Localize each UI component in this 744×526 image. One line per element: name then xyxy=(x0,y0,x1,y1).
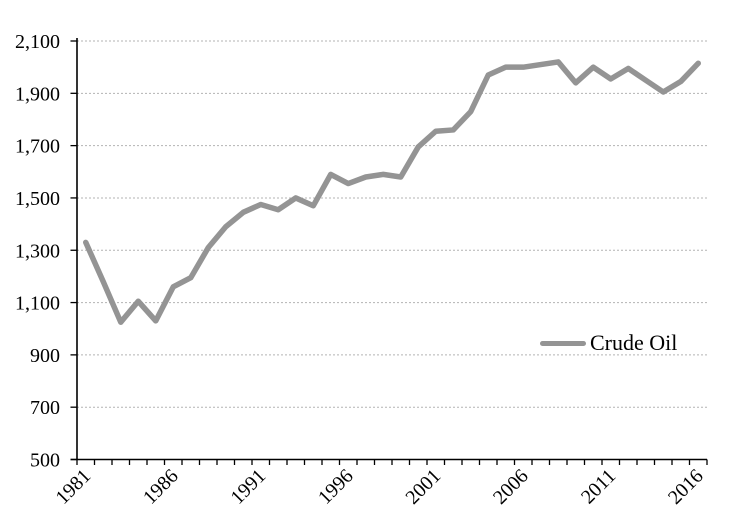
x-tick-label: 1991 xyxy=(226,465,270,509)
y-tick-label: 1,700 xyxy=(15,136,60,158)
legend-label: Crude Oil xyxy=(590,330,678,355)
x-tick-label: 2016 xyxy=(664,465,708,509)
y-tick-label: 700 xyxy=(30,397,60,419)
x-tick-label: 2011 xyxy=(577,465,620,508)
x-tick-label: 1996 xyxy=(314,465,358,509)
legend-line-swatch xyxy=(540,340,586,346)
y-tick-label: 500 xyxy=(30,450,60,472)
y-tick-label: 1,500 xyxy=(15,188,60,210)
crude-oil-series-line xyxy=(83,59,701,325)
x-tick-label: 2006 xyxy=(489,465,533,509)
x-tick-label: 1981 xyxy=(51,465,95,509)
x-tick-label: 2001 xyxy=(401,465,445,509)
y-tick-label: 1,900 xyxy=(15,83,60,105)
legend: Crude Oil xyxy=(540,330,677,356)
y-tick-label: 1,300 xyxy=(15,240,60,262)
y-tick-label: 900 xyxy=(30,345,60,367)
y-tick-label: 1,100 xyxy=(15,293,60,315)
y-tick-label: 2,100 xyxy=(15,31,60,53)
x-tick-label: 1986 xyxy=(139,465,183,509)
